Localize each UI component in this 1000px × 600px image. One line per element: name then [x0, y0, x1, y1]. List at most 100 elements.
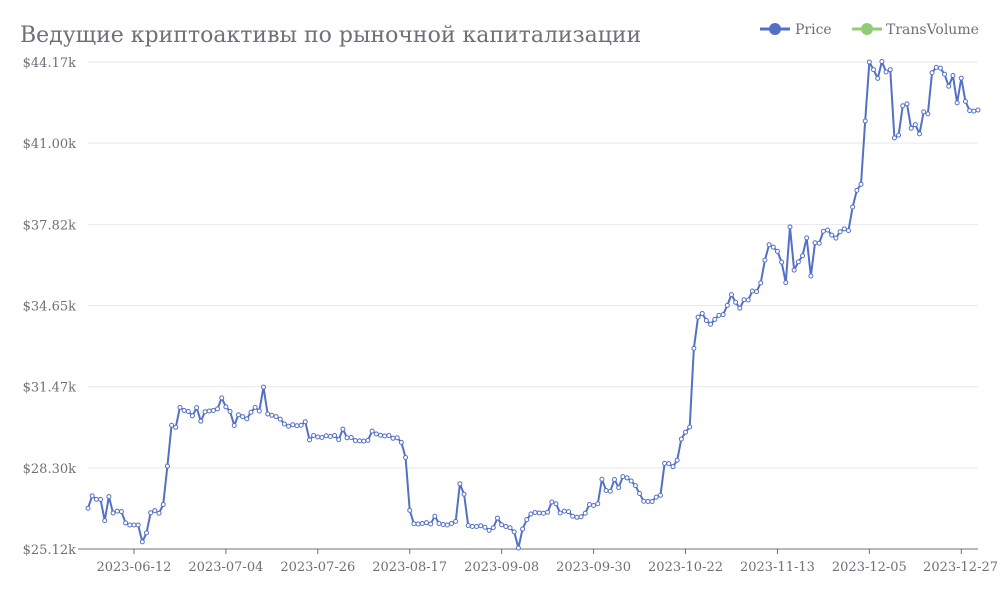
data-point[interactable] — [829, 232, 835, 238]
data-point[interactable] — [657, 492, 663, 498]
data-point[interactable] — [357, 438, 363, 444]
data-point[interactable] — [156, 510, 162, 516]
data-point[interactable] — [411, 521, 417, 527]
data-point[interactable] — [219, 395, 225, 401]
data-point[interactable] — [185, 408, 191, 414]
data-point[interactable] — [586, 502, 592, 508]
data-point[interactable] — [449, 520, 455, 526]
data-point[interactable] — [570, 513, 576, 519]
data-point[interactable] — [127, 522, 133, 528]
data-point[interactable] — [206, 408, 212, 414]
data-point[interactable] — [286, 423, 292, 429]
data-point[interactable] — [917, 131, 922, 137]
data-point[interactable] — [365, 437, 371, 443]
data-point[interactable] — [837, 229, 843, 235]
data-point[interactable] — [210, 407, 216, 413]
data-point[interactable] — [248, 409, 254, 415]
data-point[interactable] — [152, 508, 158, 514]
data-point[interactable] — [486, 527, 492, 533]
data-point[interactable] — [302, 419, 308, 425]
data-point[interactable] — [591, 503, 597, 509]
data-point[interactable] — [461, 491, 467, 497]
data-point[interactable] — [804, 235, 810, 241]
data-point[interactable] — [319, 435, 325, 441]
data-point[interactable] — [215, 406, 221, 412]
data-point[interactable] — [528, 511, 534, 517]
data-point[interactable] — [687, 424, 693, 430]
data-point[interactable] — [683, 429, 689, 435]
data-point[interactable] — [474, 524, 480, 529]
data-point[interactable] — [754, 289, 760, 295]
data-point[interactable] — [123, 520, 129, 526]
data-point[interactable] — [453, 518, 459, 524]
data-point[interactable] — [494, 515, 500, 521]
data-point[interactable] — [850, 204, 856, 210]
data-point[interactable] — [139, 539, 145, 545]
data-point[interactable] — [298, 422, 304, 428]
data-point[interactable] — [599, 476, 605, 482]
data-point[interactable] — [858, 181, 864, 187]
data-point[interactable] — [223, 404, 229, 410]
data-point[interactable] — [603, 487, 609, 493]
data-point[interactable] — [620, 474, 626, 480]
data-point[interactable] — [950, 73, 956, 79]
legend-item-price[interactable]: Price — [760, 22, 832, 38]
data-point[interactable] — [883, 69, 889, 75]
data-point[interactable] — [787, 224, 793, 230]
data-point[interactable] — [110, 510, 116, 516]
data-point[interactable] — [315, 434, 321, 440]
data-point[interactable] — [423, 520, 429, 526]
data-point[interactable] — [875, 75, 881, 81]
data-point[interactable] — [582, 510, 588, 516]
data-point[interactable] — [227, 408, 233, 414]
data-point[interactable] — [394, 435, 400, 441]
data-point[interactable] — [820, 228, 826, 234]
data-point[interactable] — [900, 103, 906, 109]
data-point[interactable] — [845, 227, 851, 233]
data-point[interactable] — [971, 108, 977, 114]
data-point[interactable] — [440, 521, 446, 527]
data-point[interactable] — [499, 522, 505, 528]
data-point[interactable] — [520, 526, 526, 532]
data-point[interactable] — [595, 501, 601, 507]
data-point[interactable] — [703, 317, 709, 323]
data-point[interactable] — [311, 432, 317, 438]
data-point[interactable] — [678, 436, 684, 442]
data-point[interactable] — [269, 412, 275, 418]
data-point[interactable] — [382, 433, 388, 439]
data-point[interactable] — [708, 321, 714, 327]
data-point[interactable] — [390, 435, 396, 441]
data-point[interactable] — [202, 409, 208, 415]
data-point[interactable] — [574, 514, 580, 520]
data-point[interactable] — [720, 312, 726, 318]
data-point[interactable] — [89, 493, 95, 499]
data-point[interactable] — [716, 312, 722, 318]
data-point[interactable] — [728, 292, 734, 298]
data-point[interactable] — [231, 423, 237, 429]
data-point[interactable] — [507, 525, 513, 531]
data-point[interactable] — [783, 280, 789, 286]
data-point[interactable] — [745, 297, 751, 303]
data-point[interactable] — [699, 311, 705, 317]
data-point[interactable] — [616, 485, 622, 491]
data-point[interactable] — [624, 475, 630, 481]
data-point[interactable] — [403, 454, 409, 460]
data-point[interactable] — [398, 439, 404, 445]
data-point[interactable] — [766, 242, 772, 248]
data-point[interactable] — [344, 435, 350, 441]
data-point[interactable] — [791, 267, 797, 273]
data-point[interactable] — [428, 521, 434, 527]
data-point[interactable] — [294, 423, 300, 429]
data-point[interactable] — [904, 101, 910, 107]
data-point[interactable] — [862, 118, 868, 124]
data-point[interactable] — [194, 405, 200, 411]
data-point[interactable] — [290, 422, 296, 428]
data-point[interactable] — [962, 98, 968, 104]
data-point[interactable] — [653, 494, 659, 500]
data-point[interactable] — [866, 59, 872, 65]
data-point[interactable] — [465, 522, 471, 528]
data-point[interactable] — [649, 498, 655, 504]
data-point[interactable] — [833, 235, 839, 241]
data-point[interactable] — [181, 407, 187, 413]
data-point[interactable] — [674, 457, 680, 463]
